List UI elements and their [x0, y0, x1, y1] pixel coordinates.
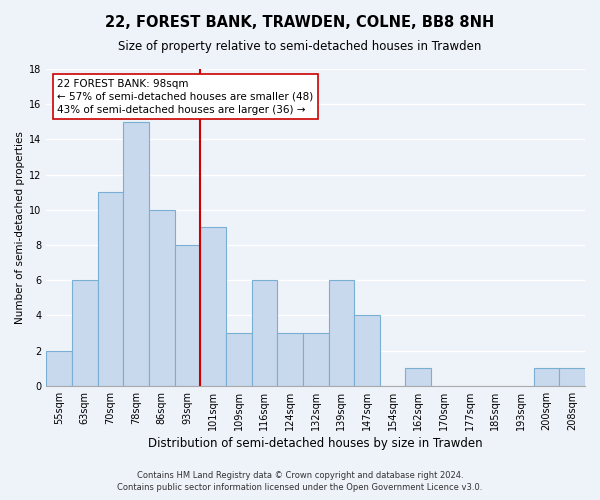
Bar [149, 210, 175, 386]
Bar [226, 333, 251, 386]
Y-axis label: Number of semi-detached properties: Number of semi-detached properties [15, 131, 25, 324]
Bar [354, 316, 380, 386]
Bar [46, 350, 72, 386]
Bar [72, 280, 98, 386]
Bar [251, 280, 277, 386]
Text: 22, FOREST BANK, TRAWDEN, COLNE, BB8 8NH: 22, FOREST BANK, TRAWDEN, COLNE, BB8 8NH [106, 15, 494, 30]
Bar [124, 122, 149, 386]
Bar [329, 280, 354, 386]
X-axis label: Distribution of semi-detached houses by size in Trawden: Distribution of semi-detached houses by … [148, 437, 483, 450]
Text: 22 FOREST BANK: 98sqm
← 57% of semi-detached houses are smaller (48)
43% of semi: 22 FOREST BANK: 98sqm ← 57% of semi-deta… [57, 78, 313, 115]
Bar [175, 245, 200, 386]
Bar [303, 333, 329, 386]
Bar [98, 192, 124, 386]
Bar [559, 368, 585, 386]
Text: Size of property relative to semi-detached houses in Trawden: Size of property relative to semi-detach… [118, 40, 482, 53]
Text: Contains HM Land Registry data © Crown copyright and database right 2024.
Contai: Contains HM Land Registry data © Crown c… [118, 471, 482, 492]
Bar [534, 368, 559, 386]
Bar [406, 368, 431, 386]
Bar [277, 333, 303, 386]
Bar [200, 228, 226, 386]
